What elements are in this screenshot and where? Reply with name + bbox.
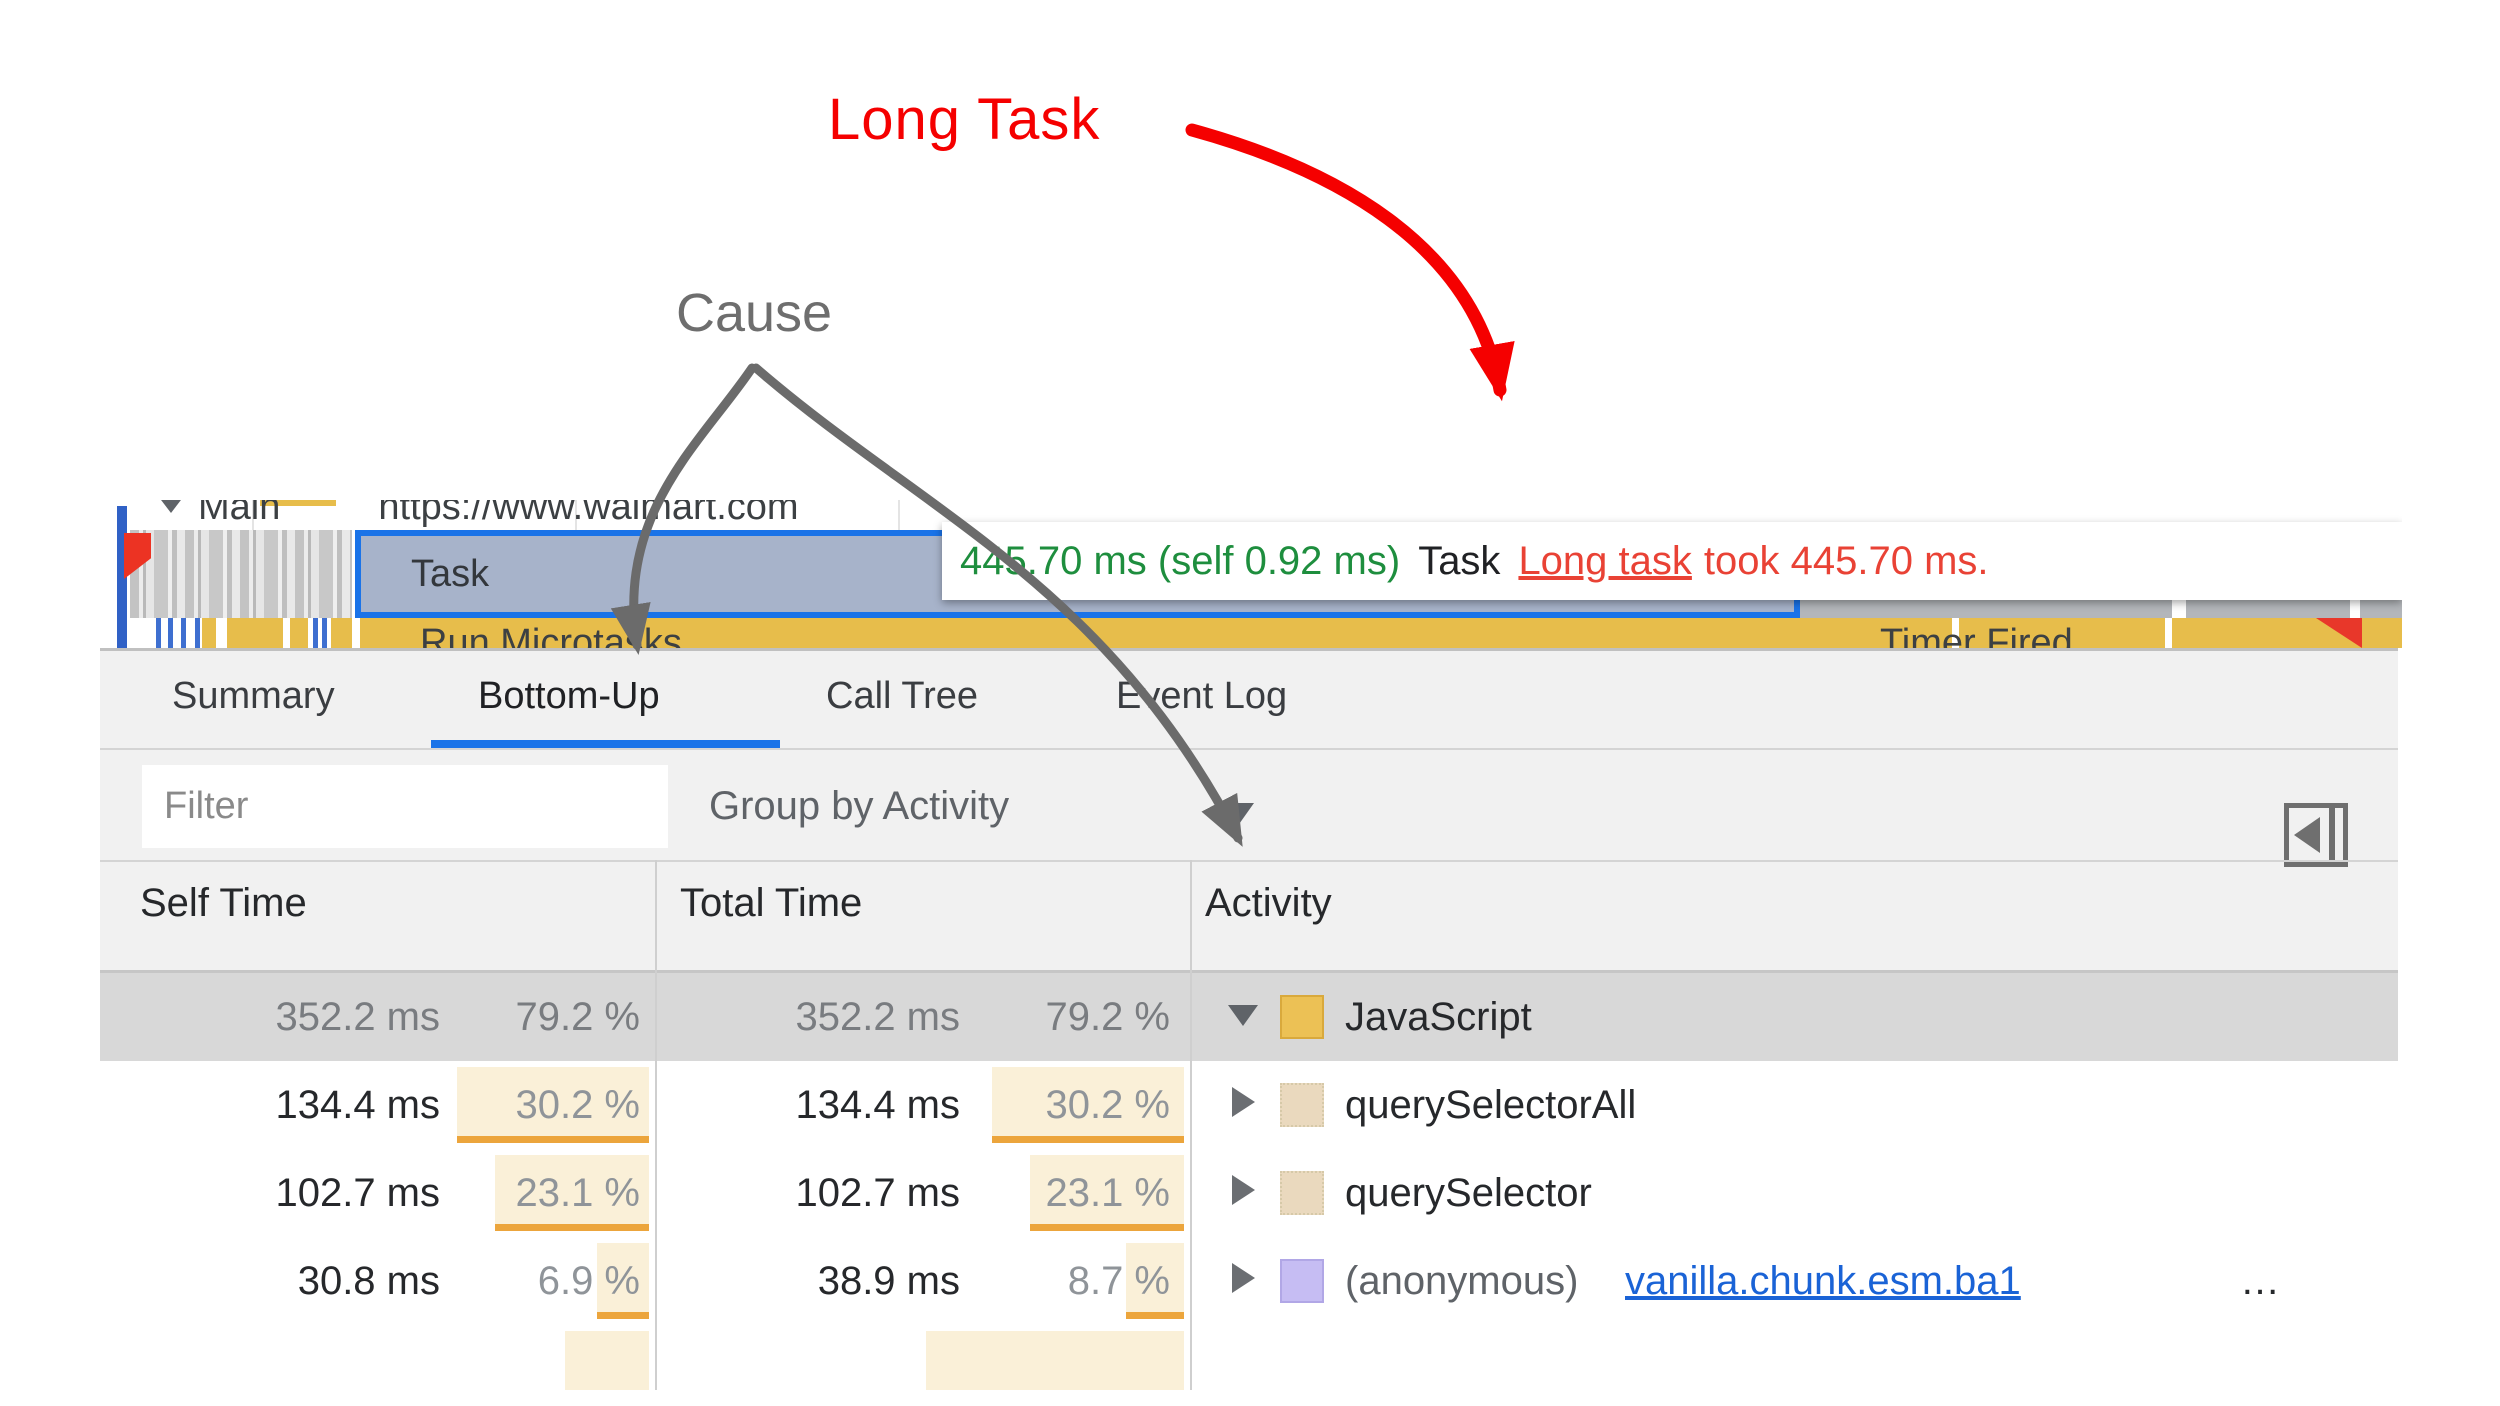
column-divider[interactable] <box>655 860 657 1390</box>
header-bottom-border <box>100 970 2398 973</box>
self-pct-bar <box>565 1331 649 1390</box>
total-time-value: 38.9 ms <box>817 1259 960 1303</box>
scripting-activity-sliver <box>260 500 336 506</box>
self-pct-value: 79.2 % <box>515 995 640 1039</box>
task-bar-label: Task <box>411 552 490 595</box>
link-ellipsis: … <box>2240 1259 2280 1303</box>
activity-color-swatch <box>1280 1083 1324 1127</box>
tab-summary[interactable]: Summary <box>172 675 335 717</box>
disclosure-collapsed-icon[interactable] <box>1232 1175 1255 1205</box>
table-row[interactable]: 352.2 ms 79.2 % 352.2 ms 79.2 % JavaScri… <box>100 973 2398 1061</box>
mini-task-bar <box>322 618 327 648</box>
self-pct-value: 23.1 % <box>515 1171 640 1215</box>
run-microtasks-label: Run Microtasks <box>420 622 682 648</box>
filter-input[interactable] <box>142 765 668 848</box>
self-time-value: 30.8 ms <box>297 1259 440 1303</box>
table-row-partial[interactable] <box>100 1325 2398 1390</box>
total-time-value: 102.7 ms <box>795 1171 960 1215</box>
total-pct-value: 23.1 % <box>1045 1171 1170 1215</box>
mini-task-bar <box>331 618 352 648</box>
column-divider[interactable] <box>1190 860 1192 1390</box>
track-disclosure-icon[interactable] <box>158 500 184 513</box>
timer-fired-label: Timer Fired <box>1880 622 2073 648</box>
track-selection-bar <box>117 506 127 648</box>
tooltip-duration-suffix: took 445.70 ms. <box>1703 538 1989 583</box>
selected-tab-underline <box>431 740 780 748</box>
tab-bottom-up[interactable]: Bottom-Up <box>478 675 660 717</box>
self-pct-bar <box>457 1067 649 1143</box>
performance-flamechart-strip: Main https://www.walmart.com Run Microtas… <box>100 500 2402 648</box>
mini-task-bar <box>181 618 186 648</box>
mini-task-bar <box>290 618 308 648</box>
cause-annotation: Cause <box>676 283 833 343</box>
total-pct-value: 79.2 % <box>1045 995 1170 1039</box>
sidebar-toggle-triangle <box>2294 817 2320 853</box>
activity-color-swatch <box>1280 1171 1324 1215</box>
track-label: Main <box>198 500 281 528</box>
long-task-arrow <box>1185 123 1515 402</box>
table-row[interactable]: 134.4 ms 30.2 % 134.4 ms 30.2 % querySel… <box>100 1061 2398 1149</box>
devtools-bottom-panel: Summary Bottom-Up Call Tree Event Log Gr… <box>100 648 2398 1390</box>
column-header-total-time[interactable]: Total Time <box>680 881 863 925</box>
self-pct-bar <box>495 1155 649 1231</box>
self-time-value: 352.2 ms <box>275 995 440 1039</box>
total-pct-bar <box>992 1067 1184 1143</box>
activity-color-swatch <box>1280 1259 1324 1303</box>
self-pct-bar <box>597 1243 649 1319</box>
total-pct-bar <box>926 1331 1184 1390</box>
mini-task-bar <box>168 618 173 648</box>
total-time-value: 134.4 ms <box>795 1083 960 1127</box>
self-time-value: 134.4 ms <box>275 1083 440 1127</box>
small-tasks-right-cap <box>1800 598 2402 618</box>
divider <box>100 748 2398 750</box>
small-tasks-cluster[interactable] <box>130 530 352 618</box>
task-gap <box>2172 598 2186 618</box>
column-header-self-time[interactable]: Self Time <box>140 881 307 925</box>
mini-task-bar <box>313 618 318 648</box>
mini-task-bar <box>156 618 161 648</box>
group-by-select[interactable]: Group by Activity <box>709 784 1010 828</box>
activity-label: (anonymous) <box>1345 1259 1579 1303</box>
tab-call-tree[interactable]: Call Tree <box>826 675 979 717</box>
table-row[interactable]: 102.7 ms 23.1 % 102.7 ms 23.1 % querySel… <box>100 1149 2398 1237</box>
sidebar-toggle-icon[interactable] <box>2284 803 2348 867</box>
divider <box>100 860 2398 862</box>
tooltip-duration: 445.70 ms (self 0.92 ms) <box>960 538 1401 583</box>
activity-color-swatch <box>1280 995 1324 1039</box>
mini-task-bar <box>195 618 200 648</box>
total-pct-bar <box>1030 1155 1184 1231</box>
activity-label: querySelector <box>1345 1171 1592 1215</box>
self-pct-value: 6.9 % <box>537 1259 640 1303</box>
task-gap <box>2165 618 2172 648</box>
dropdown-arrow-icon[interactable] <box>1220 803 1254 827</box>
table-row[interactable]: 30.8 ms 6.9 % 38.9 ms 8.7 % (anonymous) … <box>100 1237 2398 1325</box>
total-pct-value: 8.7 % <box>1067 1259 1170 1303</box>
task-tooltip: 445.70 ms (self 0.92 ms) Task Long task … <box>942 522 2402 600</box>
long-task-annotation: Long Task <box>828 87 1101 152</box>
total-pct-bar <box>1126 1243 1184 1319</box>
self-pct-value: 30.2 % <box>515 1083 640 1127</box>
total-pct-value: 30.2 % <box>1045 1083 1170 1127</box>
mini-task-bar <box>227 618 283 648</box>
disclosure-expanded-icon[interactable] <box>1228 1005 1258 1026</box>
activity-label: querySelectorAll <box>1345 1083 1637 1127</box>
sidebar-toggle-bar <box>2329 808 2335 862</box>
total-time-value: 352.2 ms <box>795 995 960 1039</box>
disclosure-collapsed-icon[interactable] <box>1232 1087 1255 1117</box>
column-header-activity[interactable]: Activity <box>1205 881 1332 925</box>
activity-label: JavaScript <box>1345 995 1532 1039</box>
task-gap <box>1952 618 1959 648</box>
tab-event-log[interactable]: Event Log <box>1116 675 1288 717</box>
task-gap <box>2350 598 2360 618</box>
mini-task-bar <box>202 618 216 648</box>
self-time-value: 102.7 ms <box>275 1171 440 1215</box>
track-url: https://www.walmart.com <box>378 500 799 528</box>
source-link[interactable]: vanilla.chunk.esm.ba1 <box>1625 1259 2021 1303</box>
disclosure-collapsed-icon[interactable] <box>1232 1263 1255 1293</box>
main-thread-track-header[interactable]: Main https://www.walmart.com <box>100 500 799 532</box>
tooltip-event-name: Task <box>1418 538 1501 583</box>
long-task-link[interactable]: Long task <box>1518 538 1692 583</box>
